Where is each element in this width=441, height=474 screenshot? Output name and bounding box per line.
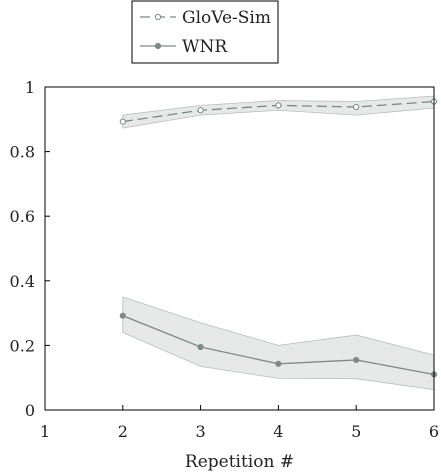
wnr-point [119, 312, 126, 319]
series-markers [119, 98, 438, 378]
x-tick-label: 1 [40, 422, 50, 441]
y-tick-label: 0.2 [10, 336, 35, 355]
wnr-band [122, 296, 435, 391]
y-tick-label: 0.4 [10, 272, 35, 291]
x-tick-label: 5 [351, 422, 361, 441]
y-tick-label: 0.8 [10, 143, 35, 162]
x-tick-label: 2 [118, 422, 128, 441]
wnr-point [197, 343, 204, 351]
glove-sim-point [275, 102, 282, 109]
x-tick-label: 4 [273, 422, 283, 441]
legend-marker-wnr [154, 42, 162, 50]
legend-label-glove-sim: GloVe-Sim [182, 8, 271, 28]
glove-sim-point [353, 103, 360, 111]
legend-box [131, 0, 279, 64]
glove-sim-point [197, 107, 204, 114]
plot-frame [44, 86, 435, 411]
glove-sim-point [119, 118, 126, 125]
x-axis-label: Repetition # [185, 452, 294, 472]
legend-marker-glove-sim [154, 13, 162, 21]
y-tick-label: 1 [25, 78, 35, 97]
glove-sim-band [122, 95, 435, 129]
wnr-point [275, 360, 282, 367]
y-tick-label: 0 [25, 401, 35, 420]
axis-ticks [44, 86, 435, 411]
wnr-point [353, 356, 360, 364]
axis-tick-labels: 1 2 3 4 5 6 0 0.2 0.4 0.6 0.8 1 [10, 78, 440, 441]
legend-label-wnr: WNR [182, 37, 228, 57]
legend: GloVe-Sim WNR [131, 0, 279, 64]
y-tick-label: 0.6 [10, 207, 35, 226]
x-tick-label: 6 [429, 422, 439, 441]
x-tick-label: 3 [196, 422, 206, 441]
confidence-bands [122, 95, 435, 391]
